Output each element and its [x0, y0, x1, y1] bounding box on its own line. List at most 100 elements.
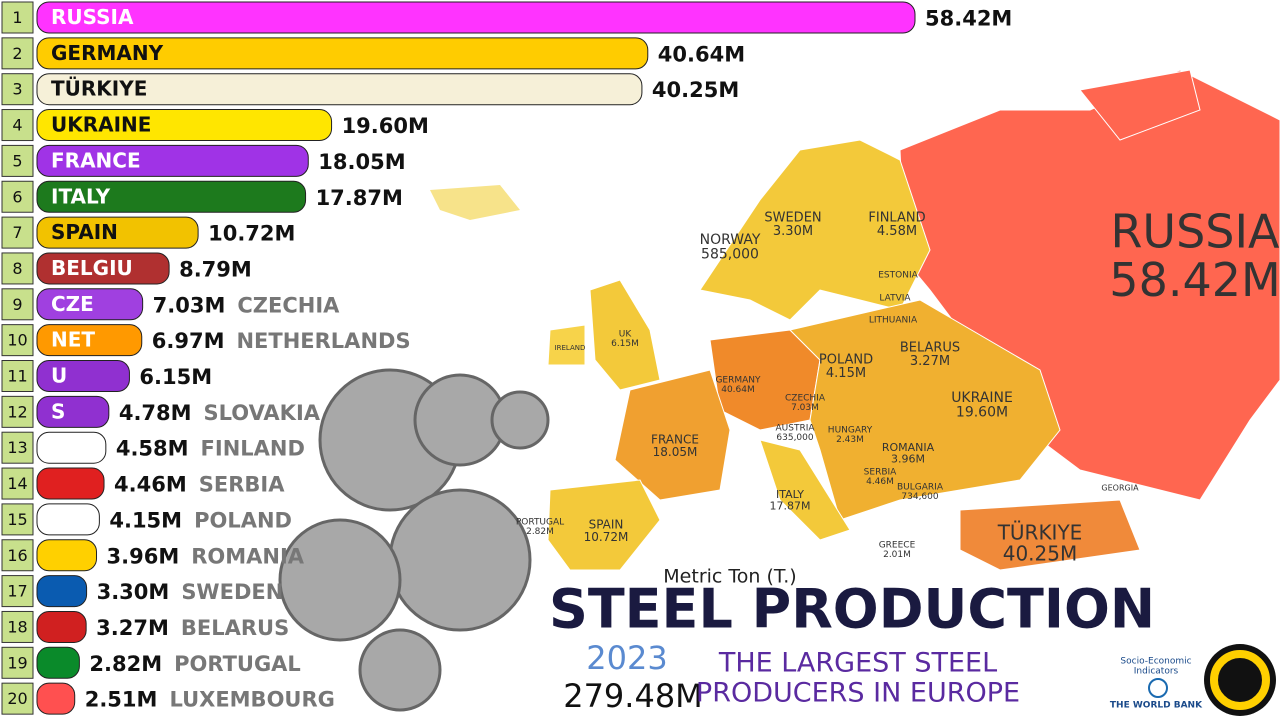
bar-label: SPAIN: [51, 220, 118, 244]
rank: 20: [7, 689, 27, 708]
rank: 16: [7, 546, 27, 565]
bar-label: TÜRKIYE: [51, 77, 147, 101]
bar-label: S: [51, 399, 65, 423]
channel-logo: [1210, 650, 1270, 710]
rank: 4: [12, 116, 22, 135]
bar-label: RUSSIA: [51, 5, 134, 29]
rank: 18: [7, 617, 27, 636]
value-label: 3.96M: [107, 544, 180, 568]
map-country: UKRAINE: [951, 390, 1013, 406]
rank: 10: [7, 331, 27, 350]
value-label: 10.72M: [208, 222, 295, 246]
rank-box: [1, 180, 34, 213]
map-country: RUSSIA: [1110, 205, 1280, 259]
map-country: SERBIA: [864, 468, 897, 478]
unit: Metric Ton (T.): [663, 566, 796, 588]
map-value: 4.58M: [877, 224, 917, 239]
value-label: 4.78M: [119, 401, 192, 425]
map-country: FINLAND: [868, 211, 925, 226]
category-label: SLOVAKIA: [204, 401, 321, 425]
rank: 9: [12, 295, 22, 314]
bar-label: NET: [51, 328, 95, 352]
rank-box: [1, 73, 34, 106]
map-country: FRANCE: [651, 433, 699, 447]
value-label: 40.64M: [658, 42, 745, 66]
value-label: 4.15M: [109, 508, 182, 532]
map-country: UK: [619, 330, 633, 340]
bar: [36, 539, 98, 572]
rank: 1: [12, 8, 22, 27]
rank-box: [1, 610, 34, 643]
category-label: FINLAND: [201, 437, 305, 461]
value-label: 8.79M: [179, 257, 252, 281]
rank-box: [1, 575, 34, 608]
map-russia: [1079, 69, 1201, 141]
map-value: 7.03M: [791, 403, 819, 413]
rank: 19: [7, 653, 27, 672]
bar-label: GERMANY: [51, 41, 164, 65]
category-label: PORTUGAL: [174, 652, 301, 676]
map-country: LITHUANIA: [869, 316, 918, 326]
map: [430, 69, 1280, 571]
year: 2023: [586, 639, 667, 677]
value-label: 19.60M: [342, 114, 429, 138]
map-value: 3.27M: [910, 354, 950, 369]
value-label: 4.58M: [116, 437, 189, 461]
map-uk: [589, 279, 661, 391]
bar-label: CZE: [51, 292, 94, 316]
category-label: NETHERLANDS: [236, 329, 410, 353]
rank-box: [1, 467, 34, 500]
bar: [36, 682, 76, 715]
rank-box: [1, 109, 34, 142]
bar: [36, 646, 80, 679]
source: THE WORLD BANK: [1110, 701, 1203, 711]
bar: [36, 503, 100, 536]
bar: [36, 575, 88, 608]
map-country: GERMANY: [715, 376, 761, 386]
map-value: 58.42M: [1109, 253, 1280, 307]
map-country: TÜRKIYE: [997, 521, 1083, 545]
map-country: NORWAY: [700, 232, 761, 248]
map-iceland: [430, 185, 520, 220]
map-value: 18.05M: [653, 445, 698, 459]
map-value: 2.43M: [836, 435, 864, 445]
rank-box: [1, 395, 34, 428]
value-label: 2.82M: [89, 652, 162, 676]
bar: [36, 431, 107, 464]
value-label: 3.27M: [96, 616, 169, 640]
map-value: 585,000: [701, 247, 759, 263]
map-iberia: [547, 479, 661, 571]
total: 279.48M: [563, 677, 703, 715]
map-country: ROMANIA: [882, 441, 935, 454]
value-label: 3.30M: [97, 580, 170, 604]
value-label: 18.05M: [318, 150, 405, 174]
rank: 5: [12, 151, 22, 170]
category-label: BELARUS: [181, 616, 289, 640]
bar: [36, 360, 130, 392]
map-country: GEORGIA: [1101, 484, 1139, 493]
rank-box: [1, 144, 34, 177]
bar: [36, 395, 110, 428]
rank-box: [1, 682, 34, 715]
bar: [36, 610, 87, 643]
map-country: GREECE: [879, 541, 916, 551]
rank: 14: [7, 474, 27, 493]
rank: 6: [12, 187, 22, 206]
map-value: 734,600: [901, 492, 938, 502]
category-label: LUXEMBOURG: [169, 688, 334, 712]
rank-box: [1, 324, 34, 357]
map-value: 2.82M: [526, 527, 554, 537]
map-value: 3.30M: [773, 224, 813, 239]
rank: 15: [7, 510, 27, 529]
bar: [36, 73, 643, 106]
map-country: HUNGARY: [828, 426, 873, 436]
bar-label: U: [51, 364, 67, 388]
rank: 17: [7, 582, 27, 601]
map-country: CZECHIA: [785, 394, 826, 404]
map-value: 6.15M: [611, 339, 639, 349]
value-label: 2.51M: [85, 688, 158, 712]
bar: [36, 216, 199, 249]
value-label: 58.42M: [925, 7, 1012, 31]
